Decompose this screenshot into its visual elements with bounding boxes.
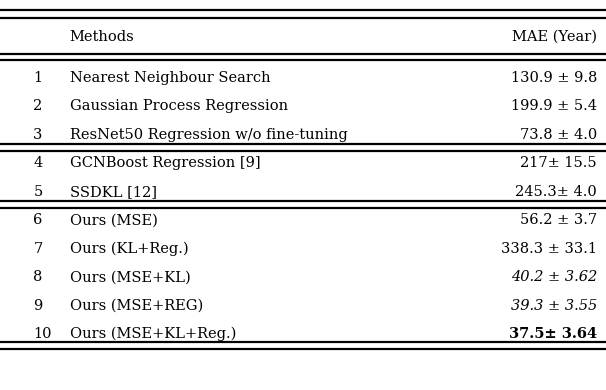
Text: MAE (Year): MAE (Year): [512, 30, 597, 44]
Text: Ours (MSE+KL+Reg.): Ours (MSE+KL+Reg.): [70, 327, 236, 341]
Text: Ours (KL+Reg.): Ours (KL+Reg.): [70, 242, 188, 256]
Text: Nearest Neighbour Search: Nearest Neighbour Search: [70, 71, 270, 85]
Text: Ours (MSE): Ours (MSE): [70, 213, 158, 227]
Text: 7: 7: [33, 242, 42, 256]
Text: 6: 6: [33, 213, 42, 227]
Text: 56.2 ± 3.7: 56.2 ± 3.7: [520, 213, 597, 227]
Text: Ours (MSE+REG): Ours (MSE+REG): [70, 299, 203, 313]
Text: 8: 8: [33, 270, 42, 284]
Text: 9: 9: [33, 299, 42, 313]
Text: 10: 10: [33, 327, 52, 341]
Text: Ours (MSE+KL): Ours (MSE+KL): [70, 270, 190, 284]
Text: Gaussian Process Regression: Gaussian Process Regression: [70, 99, 288, 113]
Text: 338.3 ± 33.1: 338.3 ± 33.1: [501, 242, 597, 256]
Text: GCNBoost Regression [9]: GCNBoost Regression [9]: [70, 156, 261, 170]
Text: SSDKL [12]: SSDKL [12]: [70, 185, 157, 199]
Text: Methods: Methods: [70, 30, 135, 44]
Text: 199.9 ± 5.4: 199.9 ± 5.4: [511, 99, 597, 113]
Text: 217± 15.5: 217± 15.5: [521, 156, 597, 170]
Text: ResNet50 Regression w/o fine-tuning: ResNet50 Regression w/o fine-tuning: [70, 128, 347, 142]
Text: 1: 1: [33, 71, 42, 85]
Text: 4: 4: [33, 156, 42, 170]
Text: 73.8 ± 4.0: 73.8 ± 4.0: [520, 128, 597, 142]
Text: 245.3± 4.0: 245.3± 4.0: [515, 185, 597, 199]
Text: 3: 3: [33, 128, 42, 142]
Text: 39.3 ± 3.55: 39.3 ± 3.55: [511, 299, 597, 313]
Text: 130.9 ± 9.8: 130.9 ± 9.8: [510, 71, 597, 85]
Text: 5: 5: [33, 185, 42, 199]
Text: 37.5± 3.64: 37.5± 3.64: [509, 327, 597, 341]
Text: 2: 2: [33, 99, 42, 113]
Text: 40.2 ± 3.62: 40.2 ± 3.62: [511, 270, 597, 284]
